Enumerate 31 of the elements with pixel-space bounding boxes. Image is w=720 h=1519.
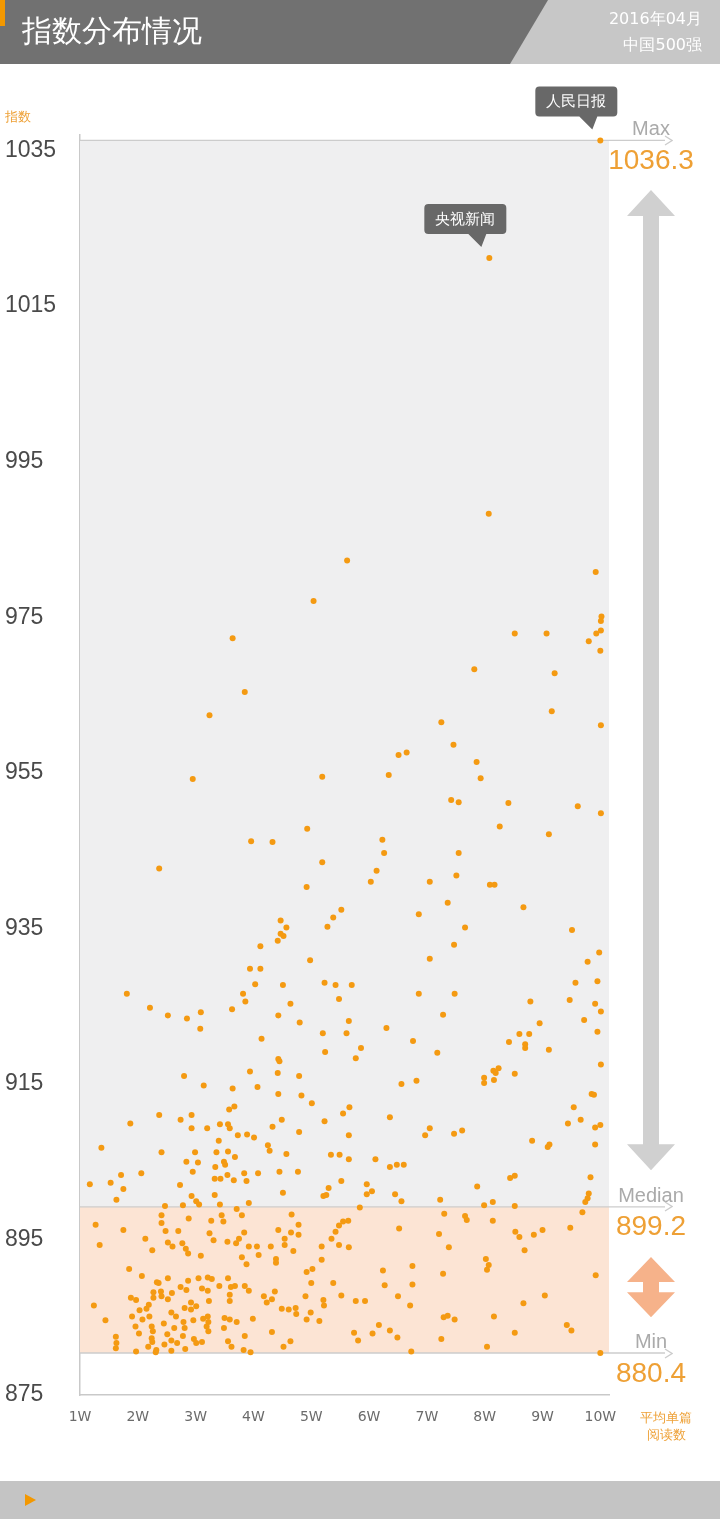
x-tick-label: 3W xyxy=(184,1408,208,1425)
y-tick-label: 875 xyxy=(5,1380,44,1407)
x-tick-label: 4W xyxy=(242,1408,265,1425)
ref-line-label: Max xyxy=(632,117,670,140)
y-tick-label: 955 xyxy=(5,758,44,785)
x-tick-label: 7W xyxy=(415,1408,439,1425)
chart-title: 指数分布情况 xyxy=(22,13,202,49)
y-tick-label: 975 xyxy=(5,602,44,629)
annotation: 1036.3 xyxy=(608,144,694,176)
y-tick-label: 995 xyxy=(5,447,44,474)
x-tick-label: 2W xyxy=(126,1408,150,1425)
y-axis-title: 指数 xyxy=(5,109,31,125)
x-tick-label: 9W xyxy=(531,1408,555,1425)
x-tick-label: 1W xyxy=(68,1408,92,1425)
x-tick-label: 6W xyxy=(357,1408,381,1425)
annotation: 880.4 xyxy=(615,1356,687,1388)
annotation: 人民日报 xyxy=(546,92,607,111)
text: 2016年04月 xyxy=(608,9,702,29)
y-tick-label: 1015 xyxy=(5,291,57,318)
annotation: 央视新闻 xyxy=(435,209,496,228)
annotation: 899.2 xyxy=(615,1210,687,1242)
x-tick-label: 5W xyxy=(299,1408,323,1425)
y-tick-label: 895 xyxy=(5,1224,44,1251)
y-tick-label: 1035 xyxy=(5,135,57,162)
y-tick-label: 915 xyxy=(5,1069,44,1096)
ref-line-label: Median xyxy=(618,1183,684,1206)
x-tick-label: 8W xyxy=(473,1408,497,1425)
x-axis-title: 平均单篇阅读数 xyxy=(639,1409,693,1443)
ref-line-label: Min xyxy=(634,1330,668,1352)
x-tick-label: 10W xyxy=(584,1408,617,1425)
y-tick-label: 935 xyxy=(5,913,44,940)
